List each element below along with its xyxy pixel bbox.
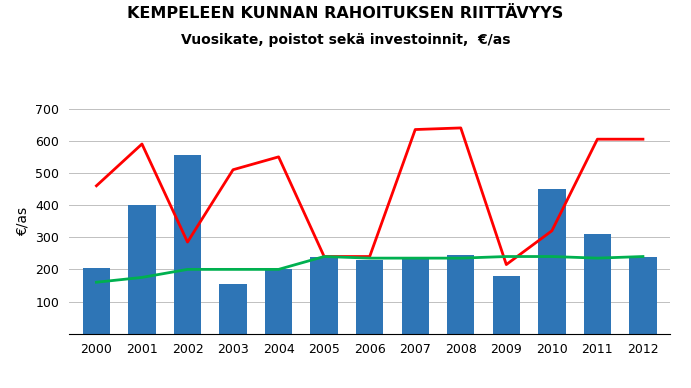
Bar [220, 284, 247, 334]
Bar [584, 234, 611, 334]
Bar [538, 189, 565, 334]
Bar [630, 256, 656, 334]
Bar [356, 260, 384, 334]
Bar [493, 276, 520, 334]
Text: Vuosikate, poistot sekä investoinnit,  €/as: Vuosikate, poistot sekä investoinnit, €/… [181, 33, 510, 47]
Bar [174, 155, 201, 334]
Bar [129, 205, 155, 334]
Bar [265, 269, 292, 334]
Bar [83, 268, 110, 334]
Text: KEMPELEEN KUNNAN RAHOITUKSEN RIITTÄVYYS: KEMPELEEN KUNNAN RAHOITUKSEN RIITTÄVYYS [127, 6, 564, 21]
Y-axis label: €/as: €/as [16, 206, 30, 236]
Bar [310, 256, 338, 334]
Bar [401, 256, 429, 334]
Bar [447, 255, 475, 334]
